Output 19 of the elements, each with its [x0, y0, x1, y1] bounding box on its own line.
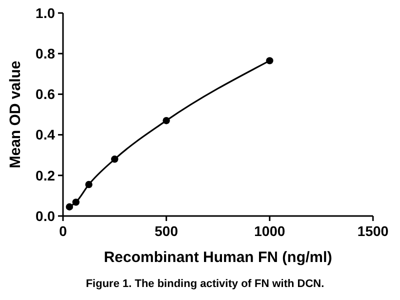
y-tick-label: 0.0	[36, 208, 56, 224]
x-tick-label: 1500	[357, 223, 389, 239]
point	[266, 57, 274, 64]
x-axis-title: Recombinant Human FN (ng/ml)	[104, 249, 332, 266]
point	[66, 203, 74, 210]
x-tick-label: 1000	[254, 223, 286, 239]
y-tick-label: 0.6	[36, 86, 56, 102]
x-tick-label: 0	[59, 223, 68, 239]
y-tick-label: 0.8	[36, 46, 56, 62]
y-tick-label: 1.0	[36, 4, 56, 21]
point	[162, 116, 170, 124]
point	[72, 198, 80, 206]
point	[85, 180, 92, 188]
y-tick-label: 0.4	[36, 126, 56, 143]
text: Figure 1. The binding activity of FN with DCN.	[86, 278, 324, 290]
x-tick-label: 500	[154, 223, 178, 239]
y-axis-title: Mean OD value	[7, 60, 24, 168]
y-tick-label: 0.2	[36, 167, 56, 184]
point	[111, 156, 118, 163]
